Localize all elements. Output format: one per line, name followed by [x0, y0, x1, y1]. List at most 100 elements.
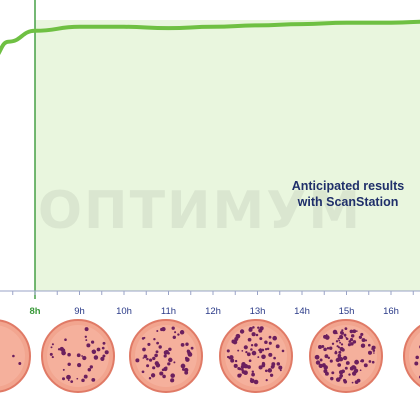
colony-dot — [331, 342, 335, 345]
colony-dot — [315, 360, 321, 365]
colony-dot — [373, 352, 375, 354]
colony-dot — [76, 377, 79, 380]
colony-dot — [150, 373, 156, 378]
colony-dot — [257, 356, 260, 359]
colony-dot — [241, 370, 246, 374]
colony-dot — [186, 349, 191, 354]
colony-dot — [102, 354, 106, 358]
colony-dot — [104, 350, 109, 355]
colony-dot — [231, 339, 236, 344]
colony-dot — [367, 350, 373, 355]
colony-dot — [325, 334, 328, 336]
colony-dot — [258, 365, 263, 370]
colony-dot — [248, 327, 253, 332]
colony-dot — [347, 343, 351, 347]
colony-dot — [261, 348, 265, 352]
colony-dot — [335, 340, 339, 343]
colony-dot — [64, 338, 67, 341]
colony-dot — [340, 331, 344, 335]
colony-dot — [177, 333, 180, 336]
colony-dot — [76, 353, 81, 358]
colony-dot — [264, 340, 268, 344]
colony-dot — [360, 359, 365, 363]
colony-dot — [348, 340, 352, 343]
colony-dot — [87, 368, 92, 372]
colony-dot — [239, 329, 245, 334]
colony-dot — [49, 352, 53, 356]
colony-dot — [184, 367, 189, 373]
colony-dot — [339, 341, 342, 344]
colony-dot — [18, 362, 22, 365]
colony-dot — [348, 373, 351, 376]
colony-dot — [264, 369, 268, 373]
colony-dot — [337, 363, 342, 367]
colony-dot — [67, 362, 71, 367]
colony-dot — [81, 355, 83, 357]
colony-dot — [51, 343, 54, 346]
colony-dot — [326, 347, 330, 350]
petri-plate — [219, 319, 293, 393]
colony-dot — [86, 343, 91, 348]
colony-dot — [358, 335, 363, 339]
colony-dot — [371, 360, 375, 364]
colony-dot — [360, 332, 364, 336]
colony-dot — [314, 354, 320, 360]
watermark-text: ОПТИМУМ — [38, 181, 362, 241]
colony-dot — [275, 344, 280, 349]
colony-dot — [141, 370, 145, 374]
colony-dot — [353, 369, 358, 374]
petri-plate — [129, 319, 203, 393]
colony-dot — [338, 339, 341, 342]
x-tick-label: 11h — [161, 306, 176, 317]
colony-dot — [281, 349, 285, 353]
colony-dot — [159, 371, 164, 376]
colony-dot — [233, 363, 238, 368]
colony-dot — [338, 357, 344, 362]
colony-dot — [330, 376, 334, 381]
colony-dot — [339, 347, 344, 351]
colony-dot — [91, 350, 94, 353]
colony-dot — [142, 357, 145, 359]
colony-dot — [351, 365, 356, 369]
colony-dot — [180, 363, 186, 369]
colony-dot — [340, 343, 344, 346]
colony-dot — [344, 327, 348, 330]
colony-dot — [77, 363, 82, 368]
colony-dot — [249, 378, 255, 384]
colony-dot — [342, 355, 348, 361]
colony-dot — [162, 374, 166, 379]
colony-dot — [354, 359, 359, 365]
colony-dot — [359, 369, 362, 372]
colony-dot — [155, 350, 159, 354]
colony-dot — [190, 346, 194, 350]
colony-dot — [229, 355, 234, 360]
colony-dot — [269, 373, 274, 377]
colony-dot — [338, 350, 342, 354]
colony-dot — [237, 373, 242, 378]
colony-dot — [81, 378, 85, 383]
colony-dot — [321, 363, 326, 368]
colony-dot — [230, 358, 235, 363]
colony-dot — [334, 350, 337, 353]
colony-dot — [234, 359, 238, 363]
colony-dot — [168, 357, 173, 363]
colony-dot — [257, 326, 260, 329]
colony-dot — [337, 346, 341, 349]
colony-dot — [367, 343, 371, 347]
colony-dot — [102, 341, 106, 345]
colony-dot — [82, 355, 87, 361]
colony-dot — [51, 356, 54, 359]
colony-dot — [250, 343, 254, 347]
colony-dot — [89, 365, 93, 369]
colony-dot — [226, 349, 230, 353]
colony-dot — [258, 348, 261, 352]
colony-dot — [83, 374, 88, 379]
colony-dot — [350, 334, 355, 338]
colony-dot — [84, 335, 87, 338]
colony-dot — [345, 336, 348, 339]
colony-dot — [247, 337, 252, 342]
colony-dot — [364, 339, 368, 342]
colony-dot — [251, 350, 257, 356]
colony-dot — [167, 351, 170, 355]
